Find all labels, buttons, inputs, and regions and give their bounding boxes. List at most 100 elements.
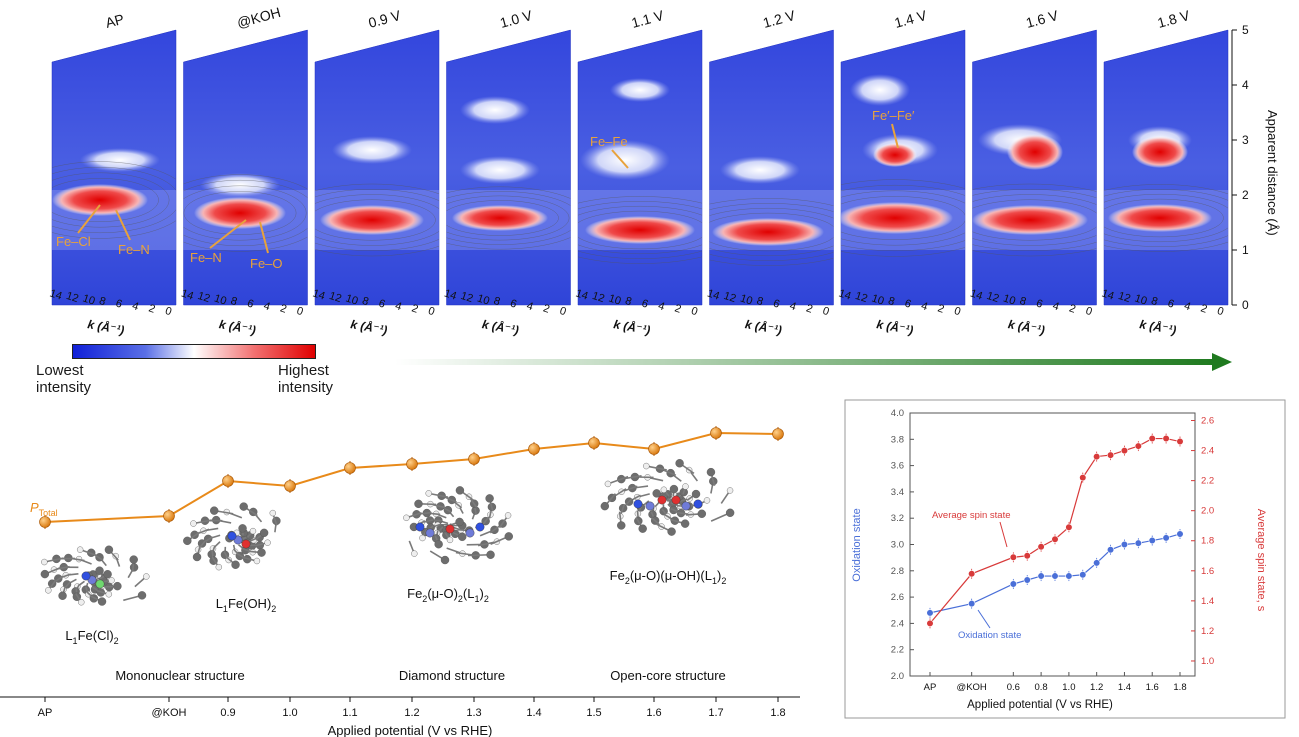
structure-label-part: L [65, 628, 72, 643]
molecule-atom [706, 467, 716, 477]
wt-k-tick: 0 [427, 305, 437, 318]
molecule-atom [455, 486, 465, 495]
molecule-atom [76, 546, 84, 553]
wt-contour [315, 199, 436, 241]
molecule-atom [97, 597, 107, 606]
annotation-ap-fe-cl: Fe–Cl [56, 234, 91, 249]
annotation-koh-fe-n: Fe–N [190, 250, 222, 265]
molecule-atom [726, 487, 734, 494]
oxidation-point [1093, 559, 1101, 567]
molecule-metal [681, 501, 691, 511]
spin-point [1106, 451, 1115, 459]
colorbar-low-line1: Lowest [36, 362, 84, 379]
wt-red-peak [712, 218, 824, 246]
structure-label-part: ) [480, 586, 484, 601]
ptotal-x-tick-label: 1.8 [770, 707, 785, 719]
molecule-atom [40, 569, 50, 579]
structure-label-part: Fe(OH) [228, 596, 271, 611]
molecule-metal [95, 579, 105, 589]
wt-k-tick: 10 [344, 292, 359, 307]
molecule-atom [660, 486, 668, 493]
dual-x-tick-label: 0.6 [1007, 682, 1020, 693]
ptotal-series-label: PTotal [30, 500, 58, 518]
wt-k-tick: 4 [394, 300, 404, 313]
wt-k-tick: 4 [525, 300, 535, 313]
ptotal-x-axis-label: Applied potential (V vs RHE) [328, 723, 493, 737]
molecule-atom [137, 591, 147, 600]
molecule-metal [241, 539, 251, 549]
molecule-atom [210, 506, 219, 515]
annotation-arrow [115, 209, 131, 241]
wt-white-spot [80, 148, 160, 172]
wt-k-tick: 12 [985, 290, 1000, 305]
colorbar-high-label: Highest intensity [278, 362, 333, 396]
wt-k-tick: 12 [459, 290, 474, 305]
wt-red-peak [841, 202, 953, 234]
wt-panel-title: 1.2 V [761, 7, 797, 31]
wt-k-tick: 14 [1100, 287, 1115, 302]
molecule-bond [428, 492, 449, 498]
wt-contour [183, 174, 308, 252]
molecule-atom [239, 502, 248, 511]
right-axis-tick-label: 1.8 [1201, 536, 1214, 547]
ptotal-point [163, 510, 175, 522]
structure-label-part: L [216, 596, 223, 611]
wt-k-tick: 12 [722, 290, 737, 305]
dual-x-tick-label: 1.2 [1090, 682, 1103, 693]
wt-panel-content [52, 148, 176, 250]
wt-second-peak [1132, 136, 1188, 168]
wt-contour [709, 207, 834, 257]
wt-contour [709, 212, 834, 252]
wt-contour [315, 194, 439, 246]
wt-k-tick: 2 [673, 302, 683, 315]
colorbar-low-line2: intensity [36, 379, 92, 396]
wt-k-tick: 12 [65, 290, 80, 305]
wt-contour [183, 191, 297, 235]
wt-k-tick: 8 [1018, 295, 1028, 308]
wt-contour [578, 210, 702, 250]
molecule-atom [257, 548, 266, 557]
molecule-metal [633, 499, 643, 509]
wt-contour [972, 183, 1097, 257]
right-axis-tick-label: 2.4 [1201, 446, 1214, 457]
wt-panel-8: 1.8 V 14 12 10 8 6 4 2 0 k (Å⁻¹) [1100, 7, 1229, 337]
wt-k-tick: 6 [640, 297, 650, 310]
molecule-atom [504, 512, 512, 519]
wt-k-tick: 0 [164, 305, 174, 318]
region-open-core: Open-core structure [610, 668, 726, 683]
wt-k-tick: 14 [969, 287, 984, 302]
molecule-atom [238, 524, 247, 533]
spin-point [1051, 535, 1059, 543]
ptotal-point [344, 462, 356, 474]
wt-second-peak [1007, 134, 1063, 170]
molecule-metal [671, 495, 681, 505]
wt-contour [841, 190, 965, 246]
wt-k-tick: 6 [509, 297, 519, 310]
molecule-atom [190, 520, 197, 527]
wt-contour [446, 191, 571, 245]
wt-k-axis-label: k (Å⁻¹) [86, 317, 125, 337]
wt-contour [709, 203, 834, 261]
ptotal-x-tick-label: AP [38, 707, 53, 719]
molecule-atom [259, 528, 269, 538]
spin-point [1176, 437, 1184, 446]
wt-contour [1104, 189, 1228, 247]
structure-label-part: Fe(Cl) [78, 628, 114, 643]
left-axis-label: Oxidation state [851, 508, 863, 581]
structure-label-part: 1 [223, 604, 228, 614]
molecule-atom [108, 577, 115, 584]
wt-k-tick: 12 [591, 290, 606, 305]
structure-label-part: 2 [271, 604, 276, 614]
wt-white-spot [580, 140, 670, 180]
ptotal-point [222, 475, 234, 487]
wt-contour [1104, 184, 1228, 252]
distance-tick-label: 2 [1242, 188, 1249, 202]
ptotal-label-p: P [30, 500, 39, 515]
molecule-atom [455, 517, 464, 527]
spin-point [1023, 552, 1031, 560]
annotation-arrow [891, 123, 899, 149]
molecule-l1fecl2 [40, 545, 150, 606]
left-axis-tick-label: 3.6 [891, 461, 904, 472]
wt-contour [1104, 198, 1224, 238]
